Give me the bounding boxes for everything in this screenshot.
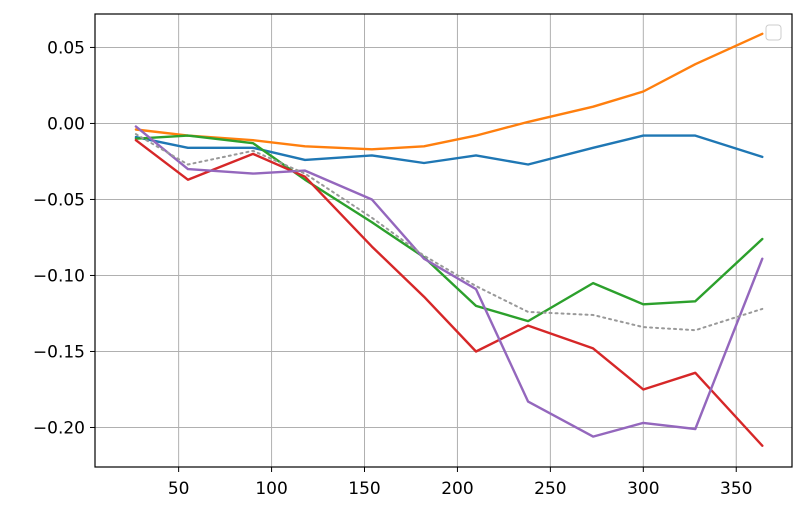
y-tick-label: −0.05	[33, 190, 85, 210]
legend-box	[765, 24, 782, 41]
x-tick-label: 250	[534, 479, 566, 499]
series-line-5	[134, 125, 764, 438]
y-tick-label: 0.05	[47, 38, 85, 58]
plot-background	[95, 14, 792, 467]
plot-frame	[94, 13, 793, 468]
x-tick-label: 50	[168, 479, 190, 499]
series-line-1	[134, 134, 764, 166]
series-lines	[134, 32, 764, 447]
series-line-4	[134, 138, 764, 447]
series-line-2	[134, 32, 764, 151]
series-line-3	[134, 134, 764, 323]
x-tick-label: 100	[255, 479, 287, 499]
x-tick-label: 300	[627, 479, 659, 499]
y-tick-label: −0.10	[33, 266, 85, 286]
y-axis: 0.05 0.00 −0.05 −0.10 −0.15 −0.20	[33, 38, 95, 438]
x-tick-label: 200	[441, 479, 473, 499]
y-tick-label: −0.15	[33, 342, 85, 362]
y-tick-label: −0.20	[33, 418, 85, 438]
y-tick-label: 0.00	[47, 114, 85, 134]
x-tick-label: 150	[348, 479, 380, 499]
series-line-6	[134, 133, 764, 332]
x-tick-label: 350	[720, 479, 752, 499]
x-axis: 50 100 150 200 250 300 350	[168, 467, 752, 499]
